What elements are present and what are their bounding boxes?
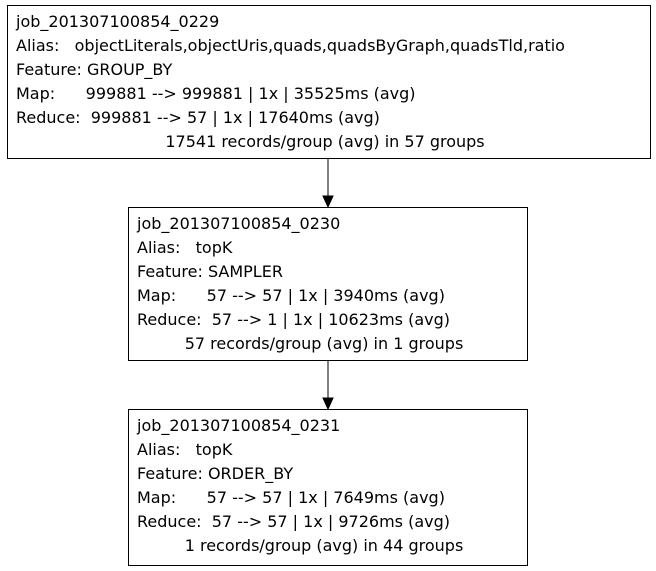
alias-label: Alias:	[137, 440, 181, 459]
alias-label: Alias:	[16, 36, 60, 55]
edge-0230-to-0231	[322, 361, 334, 411]
feature-row: Feature: GROUP_BY	[16, 58, 650, 82]
map-row: Map: 999881 --> 999881 | 1x | 35525ms (a…	[16, 82, 650, 106]
reduce-label: Reduce:	[16, 108, 81, 127]
feature-row: Feature: SAMPLER	[137, 260, 527, 284]
feature-value: ORDER_BY	[207, 464, 294, 483]
alias-value: objectLiterals,objectUris,quads,quadsByG…	[74, 36, 565, 55]
map-value: 999881 --> 999881 | 1x | 35525ms (avg)	[85, 84, 416, 103]
feature-row: Feature: ORDER_BY	[137, 462, 527, 486]
map-label: Map:	[137, 488, 177, 507]
feature-label: Feature:	[137, 262, 203, 281]
feature-value: SAMPLER	[207, 262, 283, 281]
reduce-value: 57 --> 1 | 1x | 10623ms (avg)	[211, 310, 451, 329]
summary: 1 records/group (avg) in 44 groups	[184, 536, 464, 555]
arrowhead-icon	[322, 397, 334, 411]
job-id: job_201307100854_0229	[16, 12, 220, 31]
reduce-row: Reduce: 57 --> 1 | 1x | 10623ms (avg)	[137, 308, 527, 332]
map-label: Map:	[16, 84, 56, 103]
job-id: job_201307100854_0230	[137, 214, 341, 233]
reduce-row: Reduce: 999881 --> 57 | 1x | 17640ms (av…	[16, 106, 650, 130]
arrowhead-icon	[322, 195, 334, 209]
edge-0229-to-0230	[322, 159, 334, 209]
summary: 17541 records/group (avg) in 57 groups	[165, 132, 485, 151]
feature-label: Feature:	[16, 60, 82, 79]
summary: 57 records/group (avg) in 1 groups	[184, 334, 464, 353]
job-node-0231: job_201307100854_0231 Alias: topK Featur…	[128, 409, 528, 566]
alias-row: Alias: objectLiterals,objectUris,quads,q…	[16, 34, 650, 58]
job-node-0230: job_201307100854_0230 Alias: topK Featur…	[128, 207, 528, 361]
map-label: Map:	[137, 286, 177, 305]
alias-value: topK	[195, 440, 233, 459]
reduce-label: Reduce:	[137, 512, 202, 531]
map-row: Map: 57 --> 57 | 1x | 7649ms (avg)	[137, 486, 527, 510]
reduce-value: 999881 --> 57 | 1x | 17640ms (avg)	[90, 108, 380, 127]
map-value: 57 --> 57 | 1x | 3940ms (avg)	[206, 286, 445, 305]
job-id: job_201307100854_0231	[137, 416, 341, 435]
feature-value: GROUP_BY	[86, 60, 173, 79]
alias-row: Alias: topK	[137, 438, 527, 462]
reduce-label: Reduce:	[137, 310, 202, 329]
reduce-value: 57 --> 57 | 1x | 9726ms (avg)	[211, 512, 451, 531]
job-node-0229: job_201307100854_0229 Alias: objectLiter…	[7, 5, 651, 159]
map-value: 57 --> 57 | 1x | 7649ms (avg)	[206, 488, 445, 507]
alias-row: Alias: topK	[137, 236, 527, 260]
map-row: Map: 57 --> 57 | 1x | 3940ms (avg)	[137, 284, 527, 308]
alias-label: Alias:	[137, 238, 181, 257]
alias-value: topK	[195, 238, 233, 257]
feature-label: Feature:	[137, 464, 203, 483]
reduce-row: Reduce: 57 --> 57 | 1x | 9726ms (avg)	[137, 510, 527, 534]
